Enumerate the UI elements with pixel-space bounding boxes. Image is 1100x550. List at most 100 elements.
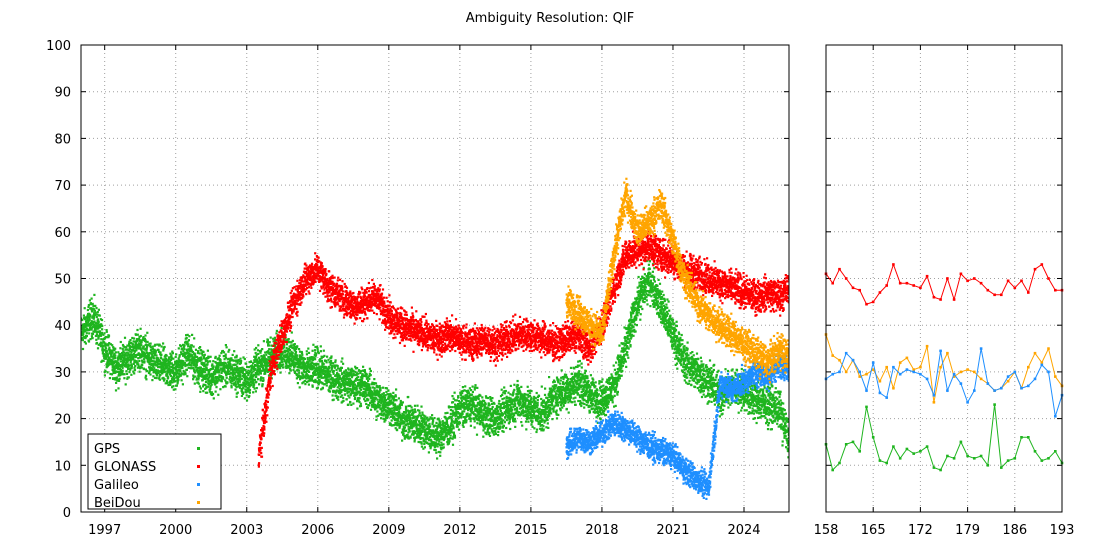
point-gps <box>292 340 294 342</box>
point-gps <box>196 356 198 358</box>
point-gps <box>143 345 145 347</box>
point-gps <box>143 361 145 363</box>
point-gps <box>228 349 230 351</box>
y-tick-label: 40 <box>54 319 71 334</box>
point-gps <box>254 368 256 370</box>
point-gps <box>223 351 225 353</box>
point-gps <box>192 378 194 380</box>
point-gps <box>262 383 264 385</box>
point-gps <box>255 381 257 383</box>
point-gps <box>201 358 203 360</box>
chart-title: Ambiguity Resolution: QIF <box>466 11 634 26</box>
main-x-tick-label: 2021 <box>656 523 689 538</box>
point-gps <box>166 355 168 357</box>
point-gps <box>196 364 198 366</box>
point-gps <box>254 379 256 381</box>
point-gps <box>288 372 290 374</box>
point-gps <box>151 350 153 352</box>
point-gps <box>252 381 254 383</box>
point-gps <box>140 344 142 346</box>
point-gps <box>160 354 162 356</box>
point-gps <box>136 340 138 342</box>
point-gps <box>146 370 148 372</box>
main-x-tick-label: 2003 <box>230 523 263 538</box>
point-gps <box>248 395 250 397</box>
point-gps <box>159 379 161 381</box>
point-gps <box>111 344 113 346</box>
point-gps <box>98 309 100 311</box>
point-gps <box>231 386 233 388</box>
point-gps <box>276 330 278 332</box>
point-gps <box>164 371 166 373</box>
point-gps <box>132 343 134 345</box>
point-gps <box>287 353 289 355</box>
point-gps <box>217 394 219 396</box>
point-gps <box>154 344 156 346</box>
point-gps <box>246 399 248 401</box>
point-gps <box>186 369 188 371</box>
point-gps <box>174 388 176 390</box>
point-gps <box>168 356 170 358</box>
point-gps <box>97 347 99 349</box>
point-gps <box>239 376 241 378</box>
point-gps <box>89 319 91 321</box>
point-gps <box>255 390 257 392</box>
point-gps <box>202 390 204 392</box>
point-gps <box>99 330 101 332</box>
point-gps <box>92 337 94 339</box>
point-gps <box>211 363 213 365</box>
main-x-tick-label: 2000 <box>159 523 192 538</box>
point-gps <box>186 337 188 339</box>
point-gps <box>104 374 106 376</box>
point-gps <box>99 315 101 317</box>
point-gps <box>261 348 263 350</box>
point-gps <box>257 378 259 380</box>
point-gps <box>242 391 244 393</box>
point-gps <box>161 345 163 347</box>
point-gps <box>209 391 211 393</box>
point-gps <box>129 345 131 347</box>
point-gps <box>145 350 147 352</box>
point-gps <box>186 375 188 377</box>
point-gps <box>188 335 190 337</box>
point-gps <box>114 348 116 350</box>
y-tick-label: 90 <box>54 86 71 101</box>
point-gps <box>226 381 228 383</box>
point-gps <box>258 383 260 385</box>
point-gps <box>156 377 158 379</box>
point-gps <box>248 366 250 368</box>
point-gps <box>235 383 237 385</box>
point-gps <box>288 341 290 343</box>
point-gps <box>289 349 291 351</box>
point-gps <box>255 352 257 354</box>
point-gps <box>119 347 121 349</box>
point-gps <box>259 370 261 372</box>
point-gps <box>219 369 221 371</box>
point-gps <box>194 371 196 373</box>
point-gps <box>260 379 262 381</box>
point-gps <box>202 351 204 353</box>
point-gps <box>139 371 141 373</box>
point-gps <box>166 380 168 382</box>
point-gps <box>115 389 117 391</box>
point-gps <box>219 355 221 357</box>
point-gps <box>140 335 142 337</box>
point-gps <box>85 342 87 344</box>
point-gps <box>207 357 209 359</box>
point-gps <box>209 388 211 390</box>
point-gps <box>214 373 216 375</box>
point-gps <box>128 371 130 373</box>
point-gps <box>141 341 143 343</box>
point-gps <box>282 363 284 365</box>
point-gps <box>95 307 97 309</box>
point-gps <box>105 347 107 349</box>
point-gps <box>236 396 238 398</box>
y-tick-label: 20 <box>54 413 71 428</box>
point-gps <box>282 366 284 368</box>
point-gps <box>153 367 155 369</box>
point-gps <box>101 328 103 330</box>
point-gps <box>281 327 283 329</box>
point-gps <box>166 382 168 384</box>
point-gps <box>183 348 185 350</box>
point-gps <box>114 357 116 359</box>
